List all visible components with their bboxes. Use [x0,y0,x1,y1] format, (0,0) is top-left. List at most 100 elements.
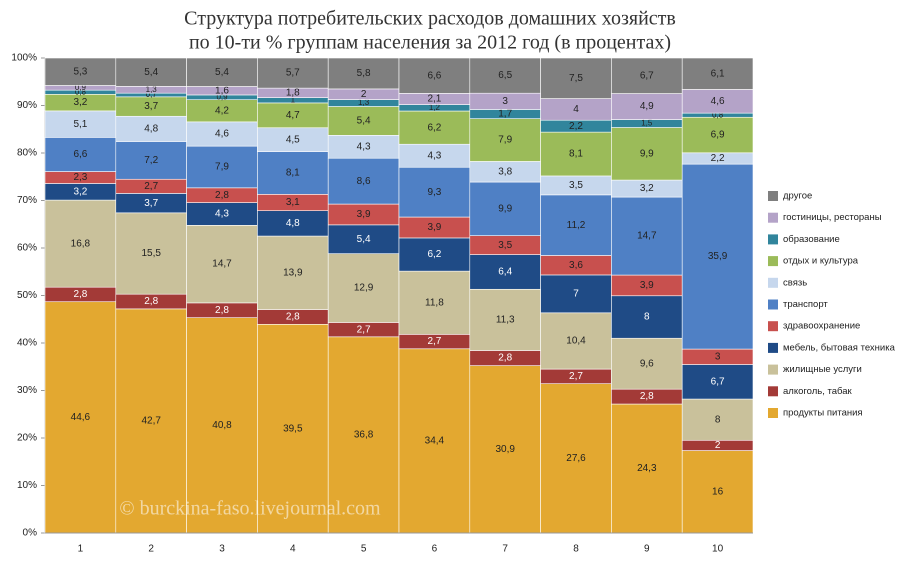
bar-segment [681,163,754,350]
legend-swatch [768,277,778,288]
data-label: 2,7 [569,371,583,382]
data-label: 6,7 [640,70,654,81]
data-label: 0,7 [146,90,158,99]
legend-label: транспорт [783,299,828,310]
data-label: 30,9 [495,444,515,455]
bar-segment [44,301,117,534]
bar-segment [257,102,329,129]
data-label: 6,7 [711,376,725,387]
bar-segment [681,57,754,90]
bar-segment [257,235,329,310]
data-label: 5,7 [286,68,300,79]
data-label: 7 [573,289,579,300]
data-label: 12,9 [354,283,374,294]
x-tick-label: 3 [219,544,225,555]
x-tick-label: 9 [644,544,650,555]
data-label: 2 [715,440,721,451]
bar-segment [398,166,471,218]
bar-segment [681,450,754,534]
data-label: 11,3 [496,315,515,326]
data-label: 6,9 [711,130,725,141]
data-label: 4,7 [286,110,300,121]
data-label: 44,6 [71,412,91,423]
data-label: 3,9 [357,209,371,220]
data-label: 3,6 [569,260,583,271]
y-tick-label: 60% [17,243,37,254]
legend-swatch [768,342,778,353]
legend-label: жилищные услуги [783,364,862,375]
bar-segment [540,383,612,534]
x-tick-label: 8 [573,544,579,555]
bar-segment [115,141,187,180]
data-label: 1,3 [146,85,158,94]
data-label: 5,1 [73,119,87,130]
legend-swatch [768,299,778,310]
data-label: 3,7 [144,101,158,112]
data-label: 2,7 [144,181,158,192]
bar-segment [540,312,612,370]
data-label: 4,2 [215,105,229,116]
x-tick-label: 4 [290,544,296,555]
bar-segment [186,317,258,534]
data-label: 1,5 [641,119,653,128]
data-label: 11,8 [425,297,444,308]
legend-swatch [768,408,778,418]
data-label: 8,1 [286,168,300,179]
y-tick-label: 20% [17,433,37,444]
bar-segment [611,337,683,390]
data-label: 4,6 [215,129,229,140]
legend-swatch [768,364,778,375]
data-label: 40,8 [212,420,232,431]
x-tick-label: 6 [432,544,438,555]
bar-segment [540,57,612,99]
legend-swatch [768,321,778,332]
data-label: 2,8 [215,305,229,316]
bar-segment [327,336,400,534]
data-label: 5,8 [357,68,371,79]
data-label: 6,2 [427,249,441,260]
bar-segment [611,57,683,94]
data-label: 3,9 [640,280,654,291]
data-label: 5,4 [144,67,158,78]
data-label: 6,2 [427,122,441,133]
data-label: 2,7 [427,336,441,347]
data-label: 3,5 [498,240,512,251]
data-label: 2,3 [73,172,87,183]
legend-label: образование [783,234,840,245]
y-tick-label: 100% [11,53,37,64]
x-tick-label: 7 [502,544,508,555]
x-tick-label: 2 [148,544,154,555]
bar-segment [115,308,187,534]
bar-segment [398,57,471,94]
bar-segment [469,118,541,162]
data-label: 1,6 [215,85,229,96]
legend-label: здравоохранение [783,321,860,332]
legend-label: продукты питания [783,408,863,419]
data-label: 7,5 [569,73,583,84]
data-label: 14,7 [637,231,657,242]
data-label: 0,8 [712,110,724,119]
data-label: 1,8 [286,88,300,99]
data-label: 39,5 [283,423,303,434]
legend-label: отдых и культура [783,256,859,267]
legend-label: мебель, бытовая техника [783,342,896,353]
bar-segment [611,127,683,181]
data-label: 13,9 [283,267,303,278]
data-label: 9,6 [640,358,654,369]
data-label: 0,9 [216,92,228,101]
data-label: 15,5 [141,248,161,259]
bar-segment [327,106,400,136]
bar-segment [186,145,258,189]
bar-segment [611,196,683,276]
data-label: 8 [644,312,650,323]
data-label: 3,9 [427,222,441,233]
data-label: 4,9 [640,101,654,112]
data-label: 2,1 [427,94,441,105]
data-label: 1,7 [498,109,512,120]
bar-segment [398,270,471,335]
bar-segment [44,137,117,172]
bar-segment [257,57,329,89]
data-label: 4,6 [711,96,725,107]
data-label: 9,9 [640,148,654,159]
